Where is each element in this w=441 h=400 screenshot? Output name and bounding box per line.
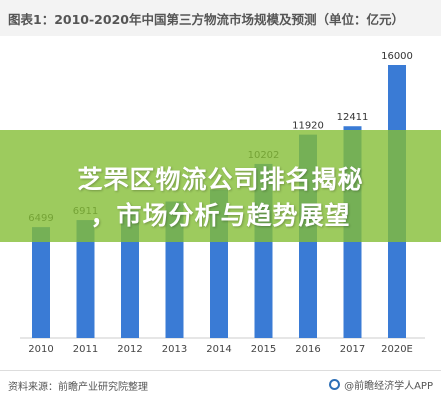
overlay-banner: 芝罘区物流公司排名揭秘 ，市场分析与趋势展望 [0,130,441,242]
x-tick-2016: 2016 [295,344,320,355]
x-tick-2017: 2017 [340,344,365,355]
data-label-2016: 11920 [292,121,324,132]
x-tick-2014: 2014 [206,344,231,355]
banner-subheadline: ，市场分析与趋势展望 [90,201,351,230]
bar-2012 [121,210,139,338]
x-tick-2010: 2010 [28,344,53,355]
x-tick-2011: 2011 [73,344,98,355]
x-tick-2015: 2015 [251,344,276,355]
brand-text: @前瞻经济学人APP [344,381,433,392]
x-tick-2012: 2012 [117,344,142,355]
data-label-2017: 12411 [337,112,369,123]
bar-2011 [76,220,95,338]
banner-headline: 芝罘区物流公司排名揭秘 [77,165,364,194]
footer-divider [0,370,441,371]
chart-title: 图表1：2010-2020年中国第三方物流市场规模及预测（单位：亿元） [8,12,404,27]
source-note: 资料来源：前瞻产业研究院整理 [8,382,148,393]
brand-credit: @前瞻经济学人APP [329,377,433,392]
x-tick-2020E: 2020E [381,344,413,355]
chart-title-bar: 图表1：2010-2020年中国第三方物流市场规模及预测（单位：亿元） [0,0,441,36]
brand-logo-icon [329,379,341,390]
data-label-2020E: 16000 [381,51,413,62]
x-tick-2013: 2013 [162,344,187,355]
bar-2010 [32,227,50,338]
